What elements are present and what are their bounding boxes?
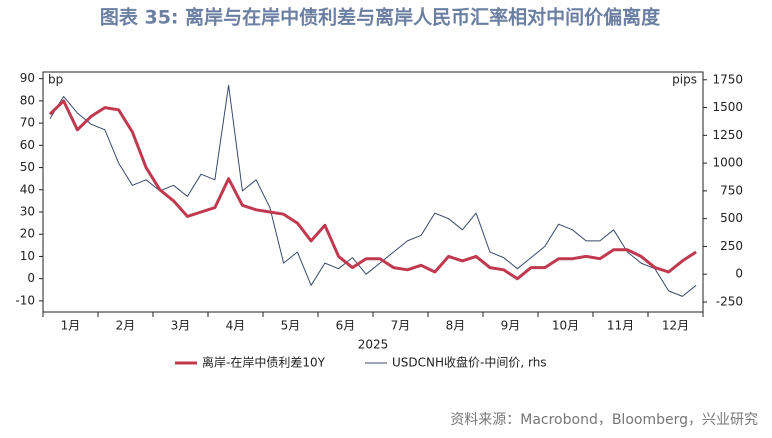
y2-tick-label: 500 [720,211,743,225]
y2-tick-label: 750 [720,183,743,197]
series-line [48,99,697,281]
x-tick-label: 3月 [171,319,191,333]
plot-frame [42,71,704,313]
y-tick-label: 0 [27,271,35,285]
x-tick-label: 6月 [336,319,356,333]
y2-tick-label: -250 [716,295,743,309]
y-unit: bp [48,73,63,87]
x-tick-label: 5月 [281,319,301,333]
x-tick-label: 12月 [662,319,689,333]
source: 资料来源：Macrobond，Bloomberg，兴业研究 [450,412,758,428]
legend-label: 离岸-在岸中债利差10Y [202,355,326,370]
y-tick-label: 40 [20,182,35,196]
x-tick-label: 4月 [226,319,246,333]
chart-title: 图表 35: 离岸与在岸中债利差与离岸人民币汇率相对中间价偏离度 [100,6,661,29]
y2-tick-label: 250 [720,239,743,253]
x-tick-label: 2月 [116,319,136,333]
x-tick-label: 11月 [607,319,634,333]
x-tick-label: 8月 [446,319,466,333]
y2-tick-label: 1500 [712,100,743,114]
x-tick-label: 7月 [391,319,411,333]
y-tick-label: 80 [20,93,35,107]
y-tick-label: 90 [20,71,35,85]
y-tick-label: 60 [20,138,35,152]
y2-tick-label: 1000 [712,156,743,170]
series-line [49,84,697,297]
x-tick-label: 9月 [501,319,521,333]
y-tick-label: 20 [20,227,35,241]
y-tick-label: 30 [20,205,35,219]
y-tick-label: 10 [20,249,35,263]
x-tick-label: 10月 [552,319,579,333]
y-tick-label: 50 [20,160,35,174]
x-tick-label: 1月 [61,319,81,333]
y-tick-label: 70 [20,116,35,130]
y2-tick-label: 1250 [712,128,743,142]
x-axis-label: 2025 [358,338,389,352]
y2-unit: pips [672,73,697,87]
y-tick-label: -10 [15,293,35,307]
y2-tick-label: 0 [735,267,743,281]
y2-tick-label: 1750 [712,72,743,86]
legend-label: USDCNH收盘价-中间价, rhs [392,355,547,370]
